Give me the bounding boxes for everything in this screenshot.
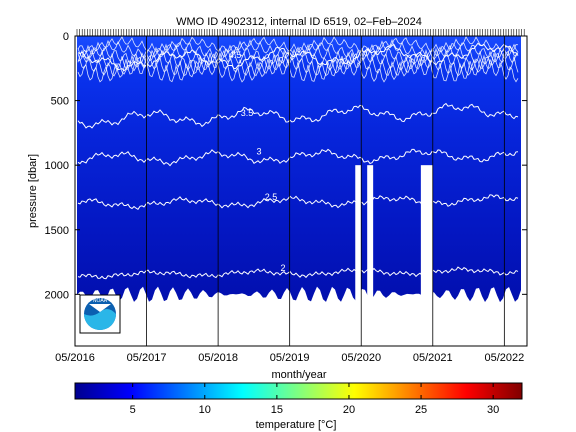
y-tick-label: 1000 — [45, 160, 69, 172]
x-tick-label: 05/2016 — [55, 352, 95, 364]
noaa-logo: NOAA — [79, 294, 121, 334]
y-axis-label: pressure [dbar] — [27, 154, 39, 228]
x-tick-label: 05/2017 — [127, 352, 167, 364]
x-tick-label: 05/2018 — [198, 352, 238, 364]
data-gap-1 — [355, 165, 362, 303]
surface-contour — [77, 52, 519, 77]
x-tick-label: 05/2020 — [341, 352, 381, 364]
y-tick-label: 0 — [63, 31, 69, 43]
colorbar-tick-label: 5 — [130, 404, 136, 416]
surface-contour — [77, 47, 519, 71]
colorbar-tick-label: 20 — [343, 404, 355, 416]
colorbar: 5 10 15 20 25 30 — [74, 382, 523, 416]
colorbar-scale — [74, 382, 523, 400]
surface-contour — [77, 56, 519, 83]
x-axis-label: month/year — [271, 369, 326, 381]
plot-area: 4.53.532.52 05/2016 05/2017 05/2018 05/2019… — [45, 29, 528, 364]
surface-contour — [77, 36, 519, 53]
isotherm-line — [77, 148, 519, 167]
isotherm-line — [77, 266, 519, 280]
isotherm-line — [77, 194, 519, 211]
colorbar-label: temperature [°C] — [256, 419, 337, 431]
temperature-field — [75, 36, 521, 303]
colorbar-tick-label: 30 — [487, 404, 499, 416]
svg-text:NOAA: NOAA — [93, 298, 108, 304]
chart-title: WMO ID 4902312, internal ID 6519, 02–Feb… — [176, 16, 422, 28]
x-tick-label: 05/2021 — [413, 352, 453, 364]
data-gap-3 — [420, 165, 433, 303]
colorbar-tick-label: 15 — [271, 404, 283, 416]
x-tick-label: 05/2019 — [270, 352, 310, 364]
isotherm-label: 2 — [280, 263, 285, 273]
colorbar-tick-label: 10 — [199, 404, 211, 416]
isotherm-label: 2.5 — [265, 192, 278, 202]
y-tick-label: 500 — [51, 96, 69, 108]
y-tick-label: 2000 — [45, 289, 69, 301]
x-tick-label: 05/2022 — [484, 352, 524, 364]
plot-frame — [74, 35, 528, 347]
isotherm-label: 3.5 — [241, 108, 254, 118]
y-tick-label: 1500 — [45, 225, 69, 237]
colorbar-tick-label: 25 — [415, 404, 427, 416]
isotherm-line — [77, 102, 519, 129]
data-gap-2 — [367, 165, 374, 303]
isotherm-label: 3 — [256, 147, 261, 157]
